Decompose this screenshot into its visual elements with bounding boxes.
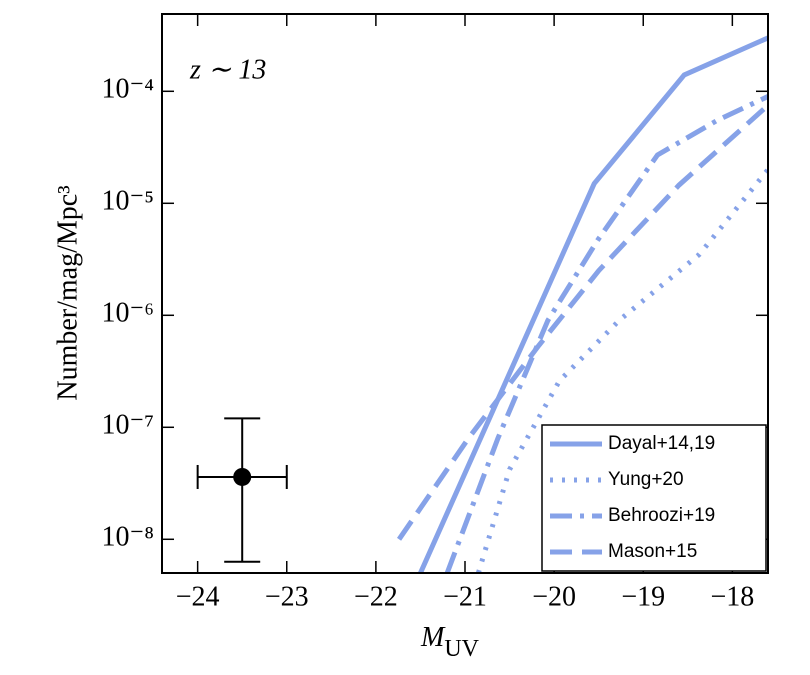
x-tick-label: −21: [443, 581, 487, 612]
x-axis-label: MUV: [420, 622, 480, 661]
x-label-sub: UV: [444, 636, 479, 662]
data-point: [233, 467, 252, 486]
annotation: z ∼ 13: [189, 54, 266, 85]
series-line: [396, 103, 768, 541]
legend-label: Dayal+14,19: [608, 433, 715, 454]
y-tick-label: 10⁻⁸: [101, 522, 154, 553]
legend-box: [541, 424, 767, 572]
legend-label: Mason+15: [608, 541, 697, 562]
series-line: [444, 94, 768, 573]
y-tick-label: 10⁻⁶: [101, 298, 154, 329]
x-tick-label: −24: [176, 581, 220, 612]
x-tick-label: −19: [621, 581, 665, 612]
legend-label: Yung+20: [608, 469, 684, 490]
y-axis-label: Number/mag/Mpc³: [52, 185, 83, 400]
x-tick-label: −23: [265, 581, 309, 612]
plot-lines: [396, 35, 768, 573]
x-tick-label: −22: [354, 581, 398, 612]
series-line: [418, 35, 768, 573]
y-tick-label: 10⁻⁵: [101, 186, 154, 217]
x-tick-label: −18: [710, 581, 754, 612]
series-line: [475, 168, 768, 573]
x-tick-label: −20: [532, 581, 576, 612]
y-tick-label: 10⁻⁷: [101, 410, 154, 441]
y-tick-label: 10⁻⁴: [101, 74, 154, 105]
x-label-main: M: [420, 622, 446, 653]
legend-label: Behroozi+19: [608, 505, 715, 526]
